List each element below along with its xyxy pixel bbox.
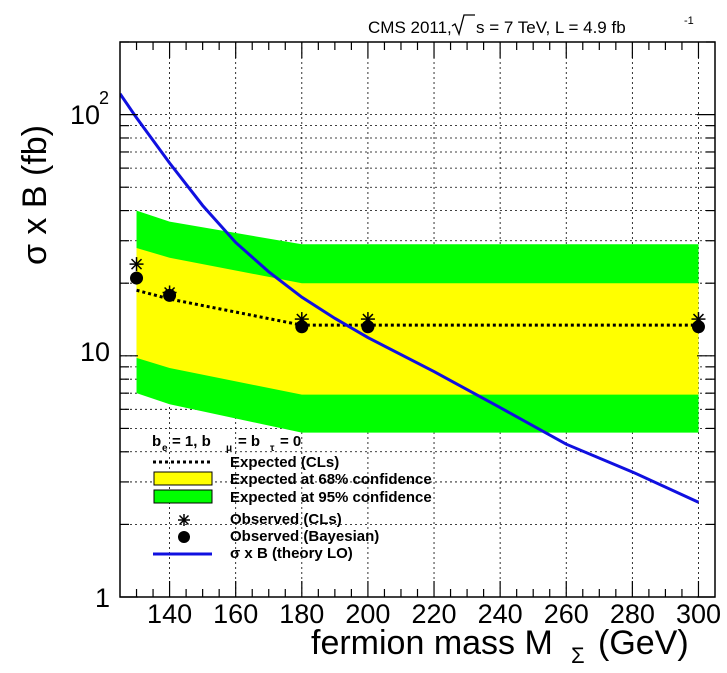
legend-swatch-observed-cls [178, 514, 190, 526]
x-tick-label: 260 [544, 599, 589, 629]
legend-label-observed-cls: Observed (CLs) [230, 511, 342, 528]
x-tick-label: 200 [345, 599, 390, 629]
header-experiment: CMS 2011, [368, 18, 452, 37]
legend-swatch-observed-bayesian [178, 531, 190, 543]
x-tick-label: 300 [676, 599, 721, 629]
observed-bayesian-point [295, 320, 309, 334]
legend-label-95: Expected at 95% confidence [230, 489, 432, 506]
x-tick-label: 280 [610, 599, 655, 629]
axis-ticks [120, 41, 715, 598]
header-lumi-exponent: -1 [684, 15, 694, 27]
svg-text:= b: = b [238, 433, 260, 450]
svg-text:= 1, b: = 1, b [172, 433, 211, 450]
observed-cls-point [129, 257, 144, 272]
x-tick-label: 220 [411, 599, 456, 629]
plot-area [119, 41, 716, 598]
y-tick-label-100-exponent: 2 [99, 88, 109, 108]
observed-bayesian-point [691, 320, 705, 334]
legend-label-68: Expected at 68% confidence [230, 471, 432, 488]
x-axis-label: fermion mass M [311, 624, 553, 662]
legend-label-expected: Expected (CLs) [230, 454, 339, 471]
observed-bayesian-point [163, 288, 177, 302]
legend-label-observed-bayesian: Observed (Bayesian) [230, 528, 379, 545]
svg-text:e: e [162, 443, 168, 454]
y-tick-label-10: 10 [80, 337, 110, 367]
legend-header: b e = 1, b μ = b τ = 0 [152, 433, 301, 454]
svg-text:= 0: = 0 [280, 433, 301, 450]
header-energy-lumi: s = 7 TeV, L = 4.9 fb [476, 18, 626, 37]
y-tick-label-100: 10 [70, 100, 100, 130]
legend-swatch-95 [153, 489, 213, 504]
y-tick-label-1: 1 [95, 583, 110, 613]
legend-label-theory: σ x B (theory LO) [230, 545, 353, 562]
svg-text:τ: τ [270, 443, 275, 454]
x-tick-label: 160 [213, 599, 258, 629]
x-tick-label: 180 [279, 599, 324, 629]
x-tick-label: 140 [147, 599, 192, 629]
x-axis-label-subscript: Σ [571, 643, 585, 668]
y-axis-label: σ x B (fb) [16, 125, 54, 265]
observed-bayesian-point [361, 320, 375, 334]
legend-swatch-68 [153, 471, 213, 486]
x-tick-label: 240 [478, 599, 523, 629]
svg-text:μ: μ [226, 443, 232, 454]
star-stroke [130, 258, 143, 270]
x-tick-labels: 140 160 180 200 220 240 260 280 300 [147, 599, 721, 629]
legend: b e = 1, b μ = b τ = 0 Expected (CLs) Ex… [152, 433, 432, 562]
svg-text:b: b [152, 433, 161, 450]
band-68 [136, 247, 699, 395]
observed-bayesian-point [130, 271, 144, 285]
band-68-area [136, 247, 699, 395]
observed-markers [129, 257, 706, 334]
x-axis-label-unit: (GeV) [598, 624, 689, 662]
theory-curve [120, 92, 700, 504]
x-axis-title: fermion mass M Σ (GeV) [311, 624, 689, 668]
sqrt-symbol [451, 14, 475, 37]
theory-lo-curve [120, 92, 700, 504]
